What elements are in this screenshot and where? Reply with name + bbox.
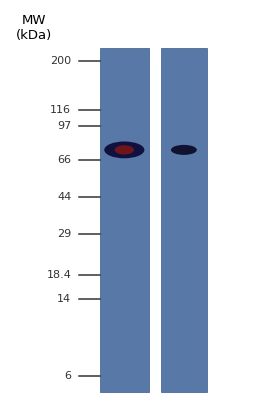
Text: 116: 116 [50, 104, 71, 114]
Text: 66: 66 [57, 155, 71, 165]
Text: MW
(kDa): MW (kDa) [16, 14, 52, 42]
Bar [161, 48, 207, 392]
Text: 44: 44 [57, 192, 71, 202]
Text: 29: 29 [57, 229, 71, 239]
Ellipse shape [104, 142, 145, 158]
Text: 6: 6 [64, 371, 71, 381]
Text: 14: 14 [57, 294, 71, 304]
Text: 200: 200 [50, 56, 71, 66]
Ellipse shape [115, 145, 134, 154]
Text: 97: 97 [57, 120, 71, 130]
Ellipse shape [171, 145, 197, 155]
Bar [100, 48, 149, 392]
Text: 18.4: 18.4 [46, 270, 71, 280]
